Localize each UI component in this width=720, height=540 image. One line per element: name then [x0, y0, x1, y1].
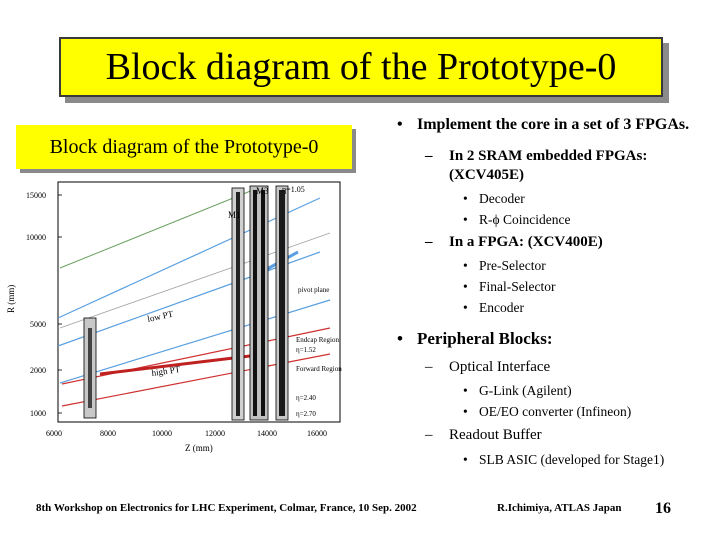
trigger-layout-figure: 15000 10000 5000 2000 1000 R (mm) 6000 8… [6, 181, 342, 453]
bullet-level2: – In 2 SRAM embedded FPGAs: (XCV405E) [425, 148, 648, 183]
label-pivot-plane: pivot plane [298, 286, 329, 294]
plot-frame [57, 181, 341, 423]
label-eta: η=1.05 [282, 185, 305, 194]
bullet-level3: Final-Selector [393, 276, 713, 297]
bullet-level3: Encoder [393, 297, 713, 318]
label-m3: M3 [256, 186, 269, 196]
x-tick-label: 6000 [46, 429, 62, 438]
bullet-level3: Pre-Selector [393, 255, 713, 276]
bullet-level3: R-ϕ Coincidence [393, 209, 713, 230]
station-m2 [249, 185, 269, 421]
y-tick-label: 2000 [30, 366, 46, 375]
label-eta-240: η=2.40 [296, 394, 316, 402]
label-forward-region: Forward Region [296, 365, 342, 373]
bullet-level3: SLB ASIC (developed for Stage1) [393, 449, 713, 470]
figure-caption: Block diagram of the Prototype-0 [49, 135, 319, 158]
bullet-list: Implement the core in a set of 3 FPGAs. … [393, 115, 713, 470]
x-axis-label: Z (mm) [185, 443, 213, 453]
y-tick-label: 5000 [30, 320, 46, 329]
label-eta-270: η=2.70 [296, 410, 316, 418]
bullet-level3: OE/EO converter (Infineon) [393, 401, 713, 422]
title-box: Block diagram of the Prototype-0 [59, 37, 663, 97]
page-number: 16 [655, 500, 671, 517]
x-tick-label: 16000 [307, 429, 327, 438]
x-tick-label: 8000 [100, 429, 116, 438]
subtitle-box: Block diagram of the Prototype-0 [16, 125, 352, 169]
y-axis-label: R (mm) [6, 285, 16, 313]
label-low-pt: low PT [146, 309, 174, 324]
y-tick-label: 10000 [26, 233, 46, 242]
x-tick-label: 10000 [152, 429, 172, 438]
bullet-level1: Peripheral Blocks: [393, 329, 713, 349]
slide-title: Block diagram of the Prototype-0 [105, 46, 617, 88]
bullet-level1: Implement the core in a set of 3 FPGAs. [393, 115, 713, 135]
label-endcap-region: Endcap Region [296, 336, 339, 344]
label-m1: M1 [228, 210, 241, 220]
footer-author: R.Ichimiya, ATLAS Japan [497, 502, 622, 514]
bullet-level3: G-Link (Agilent) [393, 380, 713, 401]
x-tick-label: 14000 [257, 429, 277, 438]
x-tick-label: 12000 [205, 429, 225, 438]
footer-event: 8th Workshop on Electronics for LHC Expe… [36, 502, 417, 514]
y-tick-label: 1000 [30, 409, 46, 418]
bullet-level2: – Readout Buffer [425, 427, 542, 443]
y-tick-label: 15000 [26, 191, 46, 200]
bullet-level2: – In a FPGA: (XCV400E) [425, 234, 603, 250]
label-eta-152: η=1.52 [296, 346, 316, 354]
bullet-level3: Decoder [393, 188, 713, 209]
bullet-level2: – Optical Interface [425, 359, 551, 375]
label-high-pt: high PT [151, 364, 181, 378]
